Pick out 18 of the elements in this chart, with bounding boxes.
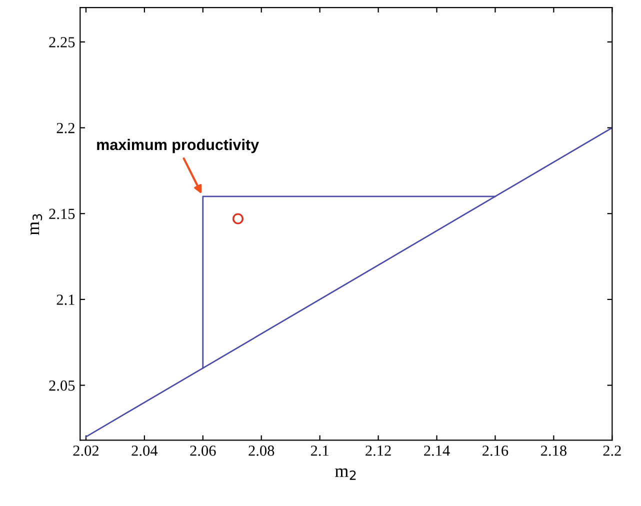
y-tick-label: 2.15 <box>49 208 75 220</box>
x-axis-title: m$_{2}$ <box>335 468 356 480</box>
x-tick-label: 2.06 <box>190 446 216 456</box>
y-axis-title: m$_{3}$ <box>30 214 42 235</box>
x-tick-label: 2.2 <box>603 446 621 456</box>
x-tick-label: 2.08 <box>248 446 274 456</box>
x-tick-label: 2.1 <box>310 446 328 456</box>
y-tick-label: 2.05 <box>49 380 75 391</box>
y-tick-label: 2.25 <box>49 37 75 48</box>
x-tick-label: 2.12 <box>366 446 391 456</box>
annotation: maximum productivity <box>97 138 259 154</box>
y-tick-label: 2.2 <box>56 122 74 134</box>
x-tick-label: 2.16 <box>482 446 508 456</box>
x-tick-label: 2.04 <box>132 446 158 456</box>
x-tick-label: 2.02 <box>73 446 98 456</box>
x-tick-label: 2.14 <box>424 446 450 456</box>
y-tick-label: 2.1 <box>56 294 74 305</box>
x-tick-label: 2.18 <box>540 446 566 456</box>
